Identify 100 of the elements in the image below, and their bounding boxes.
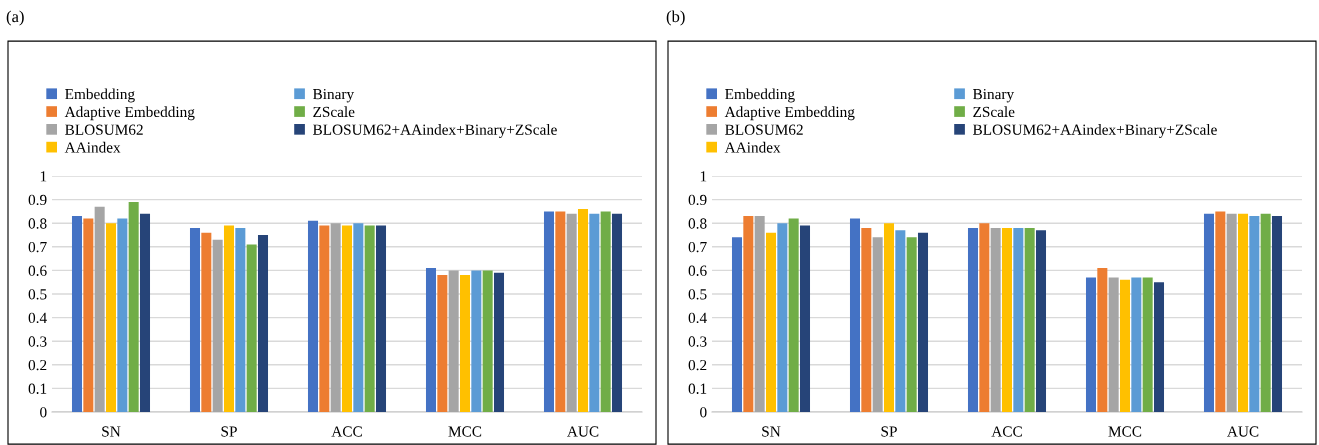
bar	[246, 244, 257, 412]
bar	[1142, 277, 1153, 412]
bar	[743, 216, 754, 412]
y-tick-label: 0.2	[688, 359, 707, 371]
bar	[1131, 277, 1142, 412]
legend-label: Adaptive Embedding	[64, 106, 195, 121]
legend-label: Binary	[312, 88, 355, 103]
bar	[1001, 227, 1013, 412]
y-tick-label: 0.7	[28, 241, 47, 253]
bar	[482, 270, 493, 412]
bar	[319, 225, 330, 412]
x-tick-label: AUC	[567, 426, 599, 437]
bar	[189, 227, 201, 412]
bar	[1237, 213, 1249, 412]
bar	[212, 239, 223, 412]
y-tick-label: 0.4	[28, 312, 47, 324]
legend-label: BLOSUM62+AAindex+Binary+ZScale	[312, 124, 557, 138]
legend-label: Binary	[972, 88, 1015, 103]
bar	[330, 223, 341, 412]
y-tick-label: 0.9	[28, 194, 47, 206]
x-tick-label: ACC	[991, 426, 1022, 437]
chart-title: (a)	[6, 10, 24, 26]
bar	[437, 275, 448, 412]
bar	[105, 223, 117, 412]
legend-label: Embedding	[65, 88, 135, 103]
y-tick-label: 0.5	[688, 289, 707, 300]
bar	[566, 213, 577, 412]
bar	[765, 232, 777, 412]
chart-title: (b)	[666, 10, 685, 26]
x-tick-label: SN	[102, 426, 121, 437]
bar	[895, 230, 906, 412]
y-tick-label: 0.6	[688, 265, 707, 276]
y-tick-label: 0.3	[28, 336, 47, 347]
y-tick-label: 0.6	[28, 265, 47, 276]
y-tick-label: 0.2	[28, 359, 47, 371]
bar	[83, 218, 94, 412]
bar	[139, 213, 151, 412]
legend-label: BLOSUM62	[65, 124, 143, 135]
x-tick-label: MCC	[1108, 426, 1142, 437]
bar	[754, 216, 765, 412]
bar	[201, 232, 212, 412]
bar	[611, 213, 623, 412]
legend-label: AAindex	[64, 141, 121, 153]
bar	[448, 270, 459, 412]
y-tick-label: 0.8	[28, 218, 47, 229]
bar	[341, 225, 353, 412]
bar	[364, 225, 375, 412]
bar	[1271, 216, 1283, 412]
x-tick-label: MCC	[448, 426, 482, 437]
bar	[543, 211, 555, 412]
bar	[117, 218, 128, 412]
x-tick-label: AUC	[1227, 426, 1259, 437]
bar	[425, 268, 437, 412]
bar	[577, 209, 589, 412]
bar	[600, 211, 611, 412]
y-tick-label: 0	[700, 407, 707, 418]
bar	[223, 225, 235, 412]
y-tick-label: 0.4	[688, 312, 707, 324]
bar	[1226, 213, 1237, 412]
bar	[799, 225, 811, 412]
bar	[128, 201, 139, 412]
bar	[1249, 216, 1260, 412]
bar	[375, 225, 387, 412]
y-tick-label: 0.1	[688, 383, 707, 394]
bar	[94, 206, 105, 412]
legend-label: ZScale	[973, 106, 1015, 118]
y-tick-label: 0.7	[688, 241, 707, 253]
legend-label: BLOSUM62	[725, 124, 803, 135]
bar	[1108, 277, 1119, 412]
bar	[307, 220, 319, 412]
bar	[1035, 230, 1047, 412]
bar	[493, 272, 505, 412]
x-tick-label: SN	[762, 426, 781, 437]
bar	[235, 227, 246, 412]
bar	[471, 270, 482, 412]
bar	[872, 237, 883, 412]
bar	[1215, 211, 1226, 412]
y-tick-label: 1	[700, 171, 707, 182]
bar	[1119, 279, 1131, 412]
bar	[979, 223, 990, 412]
y-tick-label: 0.5	[28, 289, 47, 300]
bar	[731, 237, 743, 412]
bar	[555, 211, 566, 412]
bar	[1260, 213, 1271, 412]
bar	[788, 218, 799, 412]
bar	[883, 223, 895, 412]
y-tick-label: 0.9	[688, 194, 707, 206]
bar	[1024, 227, 1035, 412]
bar	[71, 216, 83, 412]
y-tick-label: 0.3	[688, 336, 707, 347]
y-tick-label: 0.1	[28, 383, 47, 394]
bar	[990, 227, 1001, 412]
legend-label: BLOSUM62+AAindex+Binary+ZScale	[972, 124, 1217, 138]
bar	[1013, 227, 1024, 412]
y-tick-label: 0.8	[688, 218, 707, 229]
legend-label: Adaptive Embedding	[724, 106, 855, 121]
bar	[906, 237, 917, 412]
y-tick-label: 0	[40, 407, 47, 418]
x-tick-label: SP	[881, 426, 897, 437]
bar	[967, 227, 979, 412]
